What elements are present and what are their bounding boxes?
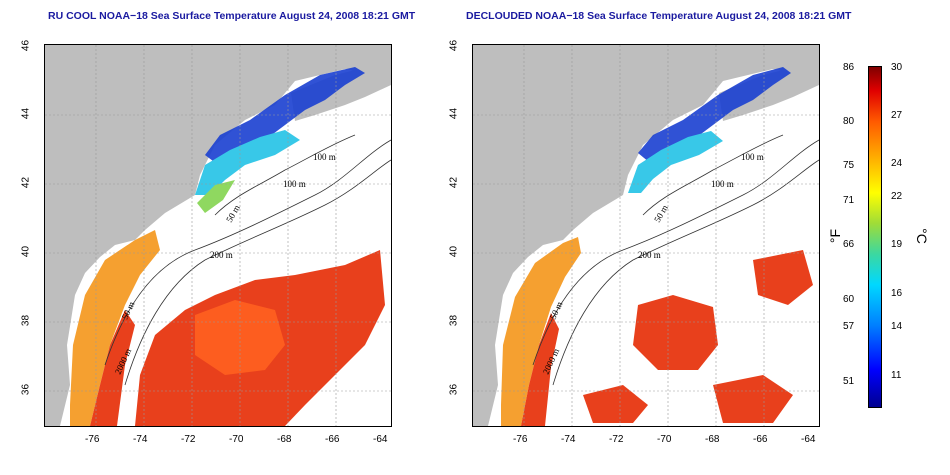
fahrenheit-tick: 86 [843,62,855,73]
celsius-tick: 11 [891,370,902,381]
mild-water-patch [197,180,235,213]
contour-line [642,134,784,216]
y-tick-label: 38 [20,314,32,327]
x-tick-label: -76 [513,434,528,445]
contour-label: 100 m [711,179,734,189]
right-map-title: DECLOUDED NOAA−18 Sea Surface Temperatur… [466,10,852,22]
offshore-hot-patch [583,385,648,423]
y-tick-label: 42 [20,176,32,189]
coastal-warm-band [501,237,581,426]
celsius-tick: 27 [891,110,903,121]
y-tick-label: 36 [448,383,460,396]
offshore-hot-patch [633,295,718,370]
land-mass [473,45,819,426]
x-tick-label: -72 [181,434,196,445]
coastal-hot-band [521,313,559,426]
fahrenheit-tick: 66 [843,239,855,250]
x-tick-label: -64 [801,434,816,445]
y-tick-label: 38 [448,314,460,327]
y-tick-label: 36 [20,383,32,396]
y-tick-label: 44 [448,107,460,120]
right-sst-map: 100 m 100 m 50 m 200 m 50 m 2000 m [472,44,820,427]
x-tick-label: -70 [229,434,244,445]
y-tick-label: 44 [20,107,32,120]
y-tick-label: 46 [448,39,460,52]
x-tick-label: -68 [705,434,720,445]
y-tick-label: 42 [448,176,460,189]
celsius-tick: 30 [891,62,903,73]
left-map-canvas: 100 m 100 m 50 m 200 m 50 m 2000 m [45,45,391,426]
contour-label: 100 m [313,152,336,162]
x-tick-label: -70 [657,434,672,445]
contour-label: 50 m [224,203,242,224]
x-tick-label: -66 [753,434,768,445]
coastal-warm-band [70,230,160,426]
contour-line [104,139,391,366]
fahrenheit-tick: 71 [843,195,855,206]
offshore-hot-patch [713,375,793,423]
left-map-title: RU COOL NOAA−18 Sea Surface Temperature … [48,10,416,22]
fahrenheit-tick: 75 [843,160,855,171]
contour-label: 100 m [283,179,306,189]
x-tick-label: -72 [609,434,624,445]
land-mass [45,45,391,426]
nova-scotia-land [719,61,819,121]
fahrenheit-tick: 51 [843,376,855,387]
contour-line [214,134,356,216]
graticule [45,45,391,426]
contour-label: 100 m [741,152,764,162]
celsius-tick: 19 [891,239,903,250]
cool-water-band [195,130,300,195]
fahrenheit-tick: 80 [843,116,855,127]
y-tick-label: 40 [448,245,460,258]
left-sst-map: 100 m 100 m 50 m 200 m 50 m 2000 m [44,44,392,427]
x-tick-label: -64 [373,434,388,445]
contour-label: 50 m [652,203,670,224]
y-tick-label: 46 [20,39,32,52]
fahrenheit-tick: 60 [843,294,855,305]
celsius-tick: 16 [891,288,903,299]
cold-water-band [638,67,791,167]
fahrenheit-unit-label: °F [827,228,844,244]
fahrenheit-tick: 57 [843,321,855,332]
x-tick-label: -76 [85,434,100,445]
x-tick-label: -74 [133,434,148,445]
offshore-hot-patch [753,250,813,305]
x-tick-label: -74 [561,434,576,445]
nova-scotia-land [291,61,391,121]
right-map-canvas: 100 m 100 m 50 m 200 m 50 m 2000 m [473,45,819,426]
celsius-unit-label: °C [913,228,930,244]
contour-label: 200 m [638,250,661,260]
x-tick-label: -66 [325,434,340,445]
temperature-colorbar [868,66,882,408]
celsius-tick: 22 [891,191,903,202]
contour-label: 200 m [210,250,233,260]
cool-water-band [628,131,723,193]
contour-line [532,139,819,366]
celsius-tick: 24 [891,158,903,169]
y-tick-label: 40 [20,245,32,258]
celsius-tick: 14 [891,321,903,332]
x-tick-label: -68 [277,434,292,445]
graticule [473,45,819,426]
coastal-hot-band [90,310,135,426]
